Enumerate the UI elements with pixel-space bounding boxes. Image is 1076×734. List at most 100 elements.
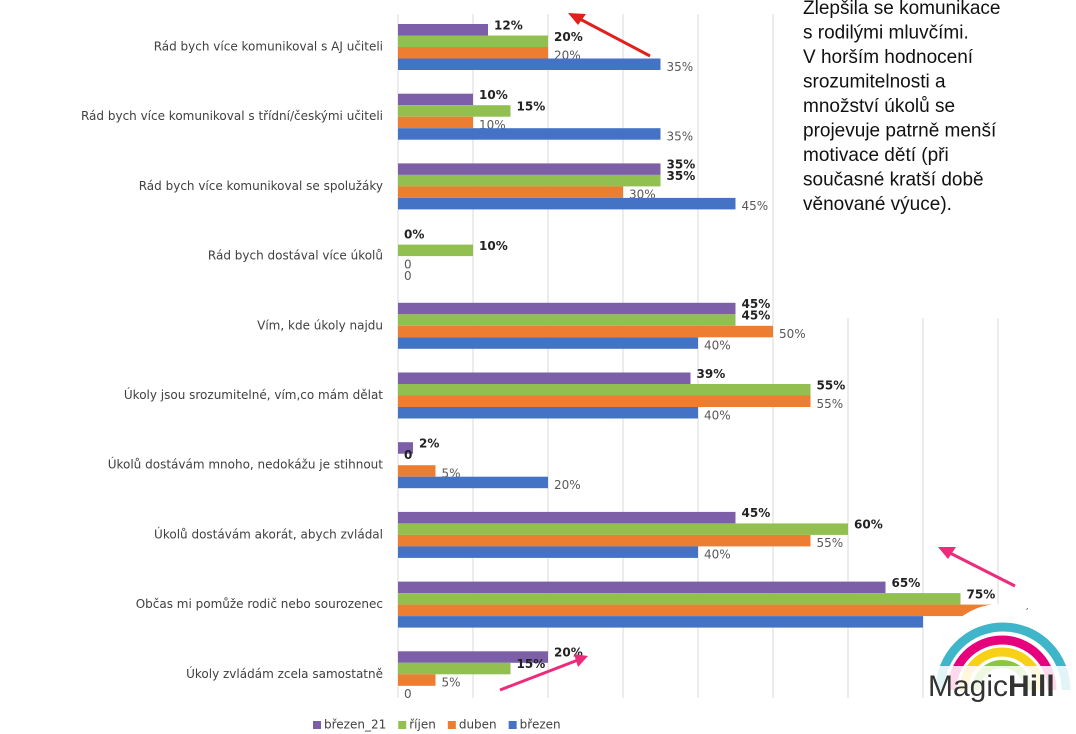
- bar: [398, 651, 548, 663]
- value-label: 20%: [554, 478, 581, 492]
- bar: [398, 476, 548, 489]
- bar: [398, 511, 736, 524]
- bar: [398, 372, 691, 384]
- arrow-head: [574, 654, 588, 667]
- bar: [398, 24, 488, 36]
- value-label: 0: [404, 687, 412, 701]
- bar: [398, 546, 698, 558]
- value-label: 55%: [817, 378, 846, 392]
- legend-swatch: [398, 721, 407, 729]
- logo-word: Magic: [928, 670, 1008, 703]
- bar: [398, 302, 736, 315]
- value-label: 45%: [742, 297, 771, 311]
- arrow-head: [938, 547, 956, 559]
- bar: [398, 325, 773, 338]
- bar: [398, 314, 736, 326]
- value-label: 39%: [697, 367, 726, 381]
- category-label: Rád bych více komunikoval s třídní/český…: [81, 109, 383, 123]
- value-label: 35%: [667, 129, 694, 143]
- legend-swatch: [313, 721, 321, 729]
- bar: [398, 407, 698, 419]
- value-label: 5%: [442, 676, 461, 690]
- bar: [398, 384, 811, 396]
- text-box: Zlepšila se komunikace s rodilými mluvčím…: [803, 0, 1000, 215]
- legend-label: duben: [459, 718, 497, 732]
- text-line: motivace dětí (při: [803, 145, 949, 166]
- logo: MagicHill: [925, 604, 1076, 732]
- legend: březen_21 říjen duben březen: [313, 718, 561, 732]
- logo-word: Hill: [1008, 670, 1055, 703]
- bar: [398, 58, 661, 70]
- value-label: 2%: [419, 436, 439, 450]
- legend-swatch: [447, 721, 456, 729]
- category-label: Úkolů dostávám mnoho, nedokážu je stihno…: [108, 457, 384, 472]
- bar: [398, 534, 811, 547]
- value-label: 0: [404, 448, 412, 462]
- category-label: Vím, kde úkoly najdu: [257, 318, 383, 332]
- category-label: Rád bych dostával více úkolů: [208, 249, 383, 263]
- value-label: 0: [404, 269, 412, 283]
- text-line: současné kratší době: [803, 170, 984, 191]
- value-label: 45%: [742, 199, 769, 213]
- value-label: 15%: [517, 99, 546, 113]
- value-label: 12%: [494, 18, 523, 32]
- legend-label: březen: [520, 718, 561, 732]
- value-label: 45%: [742, 309, 771, 323]
- category-label: Úkolů dostávám akorát, abych zvládal: [154, 526, 383, 541]
- legend-label: říjen: [409, 718, 436, 732]
- value-label: 10%: [479, 239, 508, 253]
- logo-arc: [935, 622, 1071, 691]
- category-label: Občas mi pomůže rodič nebo sourozenec: [136, 597, 383, 611]
- value-label: 55%: [817, 397, 844, 411]
- bar: [398, 662, 511, 675]
- value-label: 65%: [892, 576, 921, 590]
- bar: [398, 116, 473, 129]
- bar: [398, 163, 661, 175]
- legend-swatch: [508, 721, 517, 729]
- bar: [398, 128, 661, 140]
- value-label: 35%: [667, 158, 696, 172]
- text-line: V horším hodnocení: [803, 47, 974, 68]
- category-label: Úkoly zvládám zcela samostatně: [186, 666, 383, 681]
- category-label: Rád bych více komunikoval se spolužáky: [139, 179, 383, 193]
- bar: [398, 337, 698, 349]
- bars: Rád bych více komunikoval s AJ učiteli 12…: [81, 18, 1031, 701]
- category-label: Úkoly jsou srozumitelné, vím,co mám děla…: [124, 387, 383, 402]
- value-label: 60%: [854, 518, 883, 532]
- bar: [398, 244, 473, 257]
- value-label: 45%: [742, 506, 771, 520]
- value-label: 0%: [404, 227, 424, 241]
- value-label: 10%: [479, 88, 508, 102]
- bar: [398, 523, 848, 535]
- bar: [398, 395, 811, 407]
- arrow: [577, 16, 651, 58]
- bar: [398, 442, 413, 454]
- bar: [398, 197, 736, 210]
- value-label: 15%: [517, 657, 546, 671]
- bar: [398, 93, 473, 106]
- value-label: 40%: [704, 408, 731, 422]
- bar: [398, 581, 886, 594]
- bar: [398, 604, 998, 617]
- bar: [398, 105, 511, 117]
- text-line: Zlepšila se komunikace: [803, 0, 1000, 19]
- value-label: 20%: [554, 30, 583, 44]
- logo-text: MagicHill: [928, 670, 1055, 703]
- bar: [398, 674, 436, 686]
- bar: [398, 47, 548, 59]
- arrow: [499, 658, 579, 692]
- text-line: srozumitelnosti a: [803, 72, 946, 93]
- text-line: s rodilými mluvčími.: [803, 23, 969, 44]
- bar: [398, 465, 436, 477]
- category-label: Rád bych více komunikoval s AJ učiteli: [154, 40, 383, 54]
- bar: [398, 593, 961, 605]
- value-label: 35%: [667, 60, 694, 74]
- value-label: 40%: [704, 339, 731, 353]
- bar: [398, 616, 923, 628]
- value-label: 50%: [779, 327, 806, 341]
- text-line: množství úkolů se: [803, 96, 955, 117]
- bar: [398, 186, 623, 198]
- value-label: 40%: [704, 548, 731, 562]
- value-label: 35%: [667, 169, 696, 183]
